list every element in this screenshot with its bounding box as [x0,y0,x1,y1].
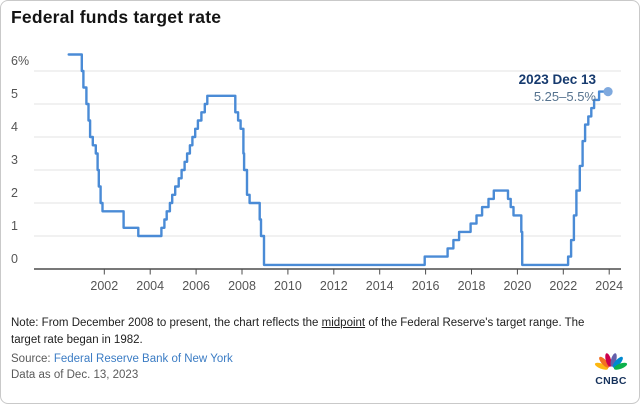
x-tick-label: 2020 [503,279,531,293]
cnbc-peacock-icon [594,353,628,370]
footnote-underlined-term: midpoint [321,317,366,329]
peacock-feather [599,356,610,368]
x-tick-label: 2024 [595,279,623,293]
peacock-feather [605,353,612,367]
cnbc-wordmark: CNBC [595,375,627,387]
footnote-text: Note: From December 2008 to present, the… [11,317,322,329]
rate-line [67,53,610,267]
y-tick-label: 4 [11,120,18,134]
x-tick-label: 2012 [320,279,348,293]
source-link[interactable]: Federal Reserve Bank of New York [53,353,233,365]
x-tick-label: 2008 [228,279,256,293]
peacock-feather [594,362,609,370]
endpoint-annotation: 2023 Dec 13 5.25–5.5% [519,71,596,105]
peacock-feather [612,356,623,368]
annotation-date: 2023 Dec 13 [518,72,596,87]
y-tick-label: 2 [11,186,18,200]
chart-canvas: 6% 5 4 3 2 1 0 2002 2004 2006 2008 2010 2012 2014 2016… [11,53,623,293]
x-tick-label: 2016 [412,279,440,293]
x-tick-label: 2006 [182,279,210,293]
peacock-feather [613,362,628,370]
x-tick-label: 2018 [458,279,486,293]
x-tick-label: 2014 [366,279,394,293]
y-tick-label: 5 [11,87,18,101]
data-as-of: Data as of Dec. 13, 2023 [11,369,139,381]
y-tick-label: 6% [11,54,29,68]
y-tick-label: 0 [11,252,18,266]
footnote-text-cont: of the Federal Reserve's target range. T… [11,317,585,346]
x-tick-label: 2002 [90,279,118,293]
x-tick-label: 2004 [136,279,164,293]
annotation-range: 5.25–5.5% [533,89,596,104]
cnbc-logo: CNBC [592,351,630,387]
y-tick-label: 3 [11,153,18,167]
x-tick-label: 2022 [549,279,577,293]
source-line: Source: Federal Reserve Bank of New York [11,353,233,365]
page-title: Federal funds target rate [11,7,222,27]
source-label: Source: [11,353,54,365]
y-tick-label: 1 [11,219,18,233]
footnote: Note: From December 2008 to present, the… [11,315,599,349]
endpoint-dot [603,87,613,97]
x-tick-label: 2010 [274,279,302,293]
